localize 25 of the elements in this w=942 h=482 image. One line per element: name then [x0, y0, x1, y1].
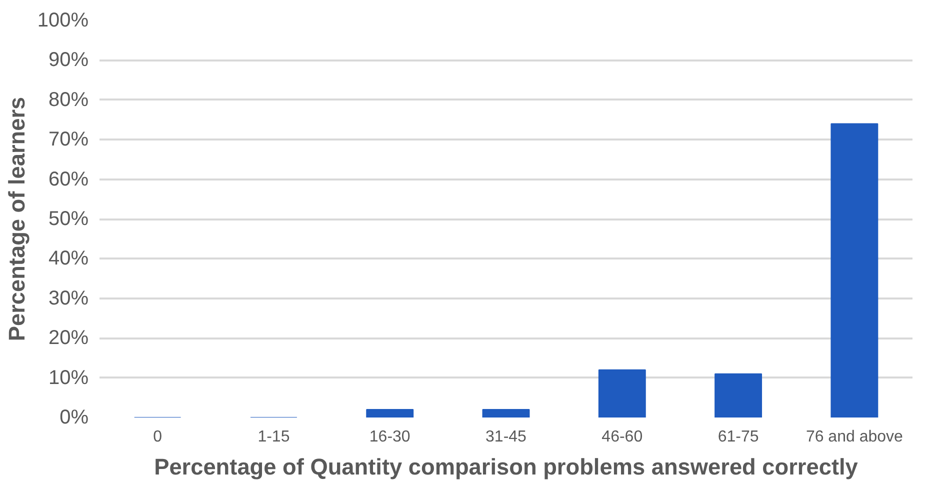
- y-tick-label: 40%: [48, 248, 89, 270]
- y-tick-label: 60%: [48, 168, 89, 190]
- bar: [714, 373, 762, 418]
- x-axis-title: Percentage of Quantity comparison problems answered correctly: [154, 454, 858, 480]
- x-tick-label: 61-75: [718, 428, 759, 446]
- y-tick-label: 0%: [60, 406, 89, 428]
- y-axis-title: Percentage of learners: [3, 96, 30, 342]
- y-tick-label: 10%: [48, 366, 89, 389]
- x-tick-label: 46-60: [602, 428, 643, 446]
- y-tick-label: 100%: [37, 10, 89, 32]
- x-tick-label: 76 and above: [806, 428, 904, 446]
- x-tick-label: 1-15: [258, 428, 290, 446]
- x-tick-label: 0: [153, 428, 162, 446]
- y-tick-label: 20%: [48, 327, 89, 350]
- bar: [482, 409, 530, 418]
- y-tick-label: 90%: [48, 49, 89, 72]
- x-tick-label: 31-45: [486, 428, 527, 446]
- y-tick-label: 30%: [48, 287, 89, 310]
- bar: [366, 409, 414, 418]
- x-tick-label: 16-30: [369, 428, 410, 446]
- y-tick-label: 50%: [48, 208, 89, 230]
- y-tick-label: 70%: [48, 128, 89, 151]
- y-tick-label: 80%: [48, 88, 89, 111]
- bar: [598, 369, 646, 418]
- bar: [830, 123, 878, 418]
